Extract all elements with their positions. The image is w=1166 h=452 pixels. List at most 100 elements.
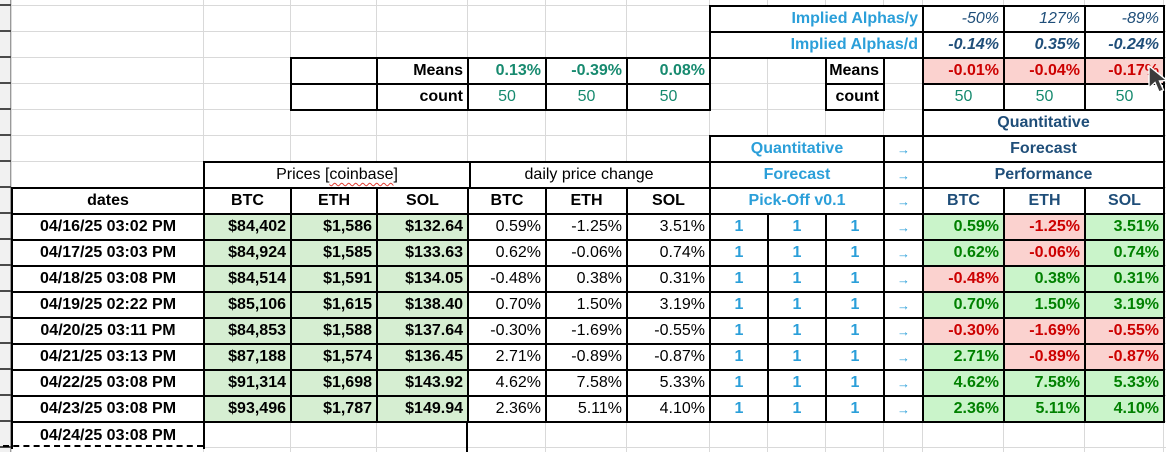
- signal-cell[interactable]: 1: [709, 265, 769, 293]
- price-cell[interactable]: $91,314: [203, 369, 292, 397]
- performance-panel-header[interactable]: Quantitative: [922, 109, 1165, 137]
- change-cell[interactable]: 7.58%: [545, 369, 628, 397]
- spacer-cell[interactable]: [290, 57, 378, 85]
- price-cell[interactable]: $93,496: [203, 395, 292, 423]
- change-cell[interactable]: -0.06%: [545, 239, 628, 267]
- change-column-header[interactable]: BTC: [467, 187, 547, 215]
- price-cell[interactable]: $1,698: [290, 369, 378, 397]
- implied-alpha-d-value[interactable]: 0.35%: [1003, 31, 1086, 59]
- change-cell[interactable]: -0.48%: [467, 265, 547, 293]
- perf-cell[interactable]: -0.30%: [922, 317, 1005, 345]
- arrow-cell[interactable]: →: [883, 343, 924, 371]
- implied-alpha-y-value[interactable]: 127%: [1003, 5, 1086, 33]
- change-column-header[interactable]: SOL: [626, 187, 711, 215]
- change-cell[interactable]: 0.62%: [467, 239, 547, 267]
- perf-column-header[interactable]: BTC: [922, 187, 1005, 215]
- date-cell[interactable]: 04/16/25 03:02 PM: [11, 213, 205, 241]
- arrow-cell[interactable]: →: [883, 187, 924, 215]
- date-cell[interactable]: 04/22/25 03:08 PM: [11, 369, 205, 397]
- perf-cell[interactable]: 0.59%: [922, 213, 1005, 241]
- price-column-header[interactable]: BTC: [203, 187, 292, 215]
- change-cell[interactable]: 0.70%: [467, 291, 547, 319]
- perf-cell[interactable]: 4.62%: [922, 369, 1005, 397]
- signal-cell[interactable]: 1: [709, 239, 769, 267]
- signal-cell[interactable]: 1: [767, 395, 827, 423]
- price-cell[interactable]: $138.40: [376, 291, 469, 319]
- implied-alphas-y-label[interactable]: Implied Alphas/y: [709, 5, 924, 33]
- price-cell[interactable]: $84,402: [203, 213, 292, 241]
- change-cell[interactable]: -1.69%: [545, 317, 628, 345]
- change-cell[interactable]: -0.87%: [626, 343, 711, 371]
- price-cell[interactable]: $85,106: [203, 291, 292, 319]
- performance-panel-header[interactable]: Forecast: [922, 135, 1165, 163]
- left-mean-value[interactable]: 0.08%: [626, 57, 711, 85]
- perf-cell[interactable]: -0.89%: [1003, 343, 1086, 371]
- price-cell[interactable]: $143.92: [376, 369, 469, 397]
- perf-cell[interactable]: -1.25%: [1003, 213, 1086, 241]
- change-column-header[interactable]: ETH: [545, 187, 628, 215]
- date-cell[interactable]: 04/23/25 03:08 PM: [11, 395, 205, 423]
- performance-panel-header[interactable]: Performance: [922, 161, 1165, 189]
- price-cell[interactable]: $84,853: [203, 317, 292, 345]
- price-cell[interactable]: $1,787: [290, 395, 378, 423]
- left-means-label[interactable]: Means: [376, 57, 469, 85]
- change-cell[interactable]: 0.74%: [626, 239, 711, 267]
- implied-alpha-y-value[interactable]: -89%: [1084, 5, 1165, 33]
- signal-cell[interactable]: 1: [825, 213, 885, 241]
- implied-alphas-d-label[interactable]: Implied Alphas/d: [709, 31, 924, 59]
- change-cell[interactable]: -0.89%: [545, 343, 628, 371]
- price-cell[interactable]: $132.64: [376, 213, 469, 241]
- perf-cell[interactable]: -0.55%: [1084, 317, 1165, 345]
- arrow-cell[interactable]: →: [883, 395, 924, 423]
- signal-cell[interactable]: 1: [825, 265, 885, 293]
- perf-cell[interactable]: 1.50%: [1003, 291, 1086, 319]
- change-cell[interactable]: 5.33%: [626, 369, 711, 397]
- price-cell[interactable]: $84,924: [203, 239, 292, 267]
- implied-alpha-y-value[interactable]: -50%: [922, 5, 1005, 33]
- date-cell[interactable]: 04/21/25 03:13 PM: [11, 343, 205, 371]
- perf-cell[interactable]: 0.31%: [1084, 265, 1165, 293]
- signal-cell[interactable]: 1: [767, 239, 827, 267]
- price-cell[interactable]: $87,188: [203, 343, 292, 371]
- change-cell[interactable]: 5.11%: [545, 395, 628, 423]
- signal-cell[interactable]: 1: [825, 395, 885, 423]
- price-cell[interactable]: $84,514: [203, 265, 292, 293]
- perf-cell[interactable]: 5.33%: [1084, 369, 1165, 397]
- change-cell[interactable]: 3.19%: [626, 291, 711, 319]
- signal-cell[interactable]: 1: [767, 213, 827, 241]
- date-cell[interactable]: 04/20/25 03:11 PM: [11, 317, 205, 345]
- signal-cell[interactable]: 1: [825, 239, 885, 267]
- signal-cell[interactable]: 1: [767, 291, 827, 319]
- spacer-cell[interactable]: [290, 83, 378, 111]
- signal-cell[interactable]: 1: [825, 317, 885, 345]
- perf-column-header[interactable]: ETH: [1003, 187, 1086, 215]
- arrow-cell[interactable]: →: [883, 135, 924, 163]
- perf-cell[interactable]: -0.06%: [1003, 239, 1086, 267]
- perf-cell[interactable]: 2.36%: [922, 395, 1005, 423]
- pending-date-cell[interactable]: 04/24/25 03:08 PM: [11, 421, 205, 449]
- perf-cell[interactable]: 3.19%: [1084, 291, 1165, 319]
- arrow-cell[interactable]: →: [883, 213, 924, 241]
- perf-cell[interactable]: 5.11%: [1003, 395, 1086, 423]
- change-cell[interactable]: 2.71%: [467, 343, 547, 371]
- left-mean-value[interactable]: -0.39%: [545, 57, 628, 85]
- left-mean-value[interactable]: 0.13%: [467, 57, 547, 85]
- signal-cell[interactable]: 1: [825, 343, 885, 371]
- right-count-value[interactable]: 50: [922, 83, 1005, 111]
- right-means-label[interactable]: Means: [825, 57, 885, 85]
- perf-cell[interactable]: 0.70%: [922, 291, 1005, 319]
- forecast-panel-header[interactable]: Forecast: [709, 161, 885, 189]
- date-cell[interactable]: 04/18/25 03:08 PM: [11, 265, 205, 293]
- change-cell[interactable]: 4.62%: [467, 369, 547, 397]
- price-cell[interactable]: $1,591: [290, 265, 378, 293]
- price-cell[interactable]: $137.64: [376, 317, 469, 345]
- right-count-value[interactable]: 50: [1003, 83, 1086, 111]
- change-cell[interactable]: 0.31%: [626, 265, 711, 293]
- signal-cell[interactable]: 1: [709, 213, 769, 241]
- signal-cell[interactable]: 1: [767, 317, 827, 345]
- price-column-header[interactable]: ETH: [290, 187, 378, 215]
- arrow-cell[interactable]: →: [883, 161, 924, 189]
- change-cell[interactable]: 1.50%: [545, 291, 628, 319]
- implied-alpha-d-value[interactable]: -0.24%: [1084, 31, 1165, 59]
- price-cell[interactable]: $1,615: [290, 291, 378, 319]
